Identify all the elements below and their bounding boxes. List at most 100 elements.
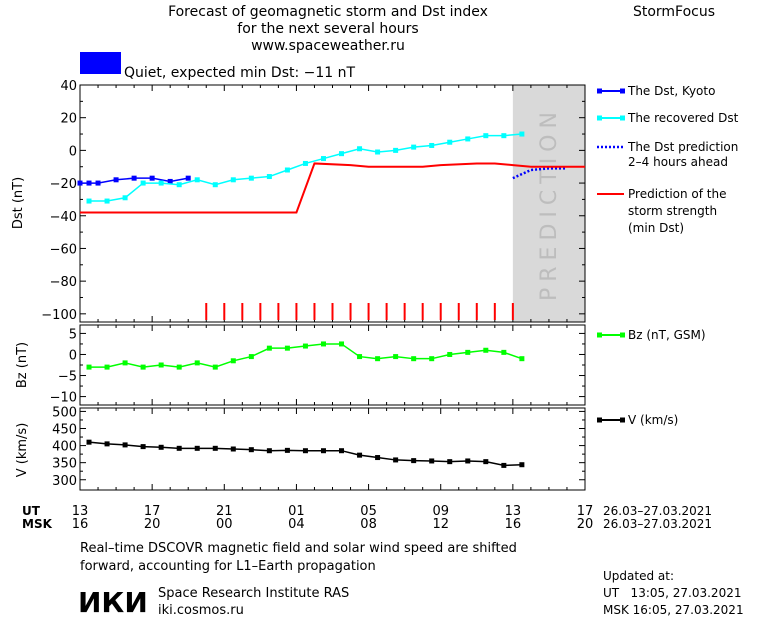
msk-tick-label: 16 <box>505 517 522 532</box>
legend-dst-kyoto: The Dst, Kyoto <box>597 84 715 98</box>
data-point <box>320 156 326 162</box>
y-tick-label: 400 <box>52 440 77 455</box>
y-tick-label: 0 <box>69 348 77 363</box>
data-point <box>77 180 83 186</box>
legend-dst-prediction: The Dst prediction 2–4 hours ahead <box>597 140 742 169</box>
dst-panel: PREDICTION 40 20 0 −20 −40 −60 −80 −100 Dst (nT) <box>11 79 586 323</box>
bz-panel: 5 0 −5 −10 Bz (nT) <box>15 324 586 406</box>
data-point <box>212 364 218 370</box>
data-point <box>429 356 435 362</box>
y-tick-label: 450 <box>52 423 77 438</box>
data-point <box>176 182 182 188</box>
data-point <box>230 358 236 364</box>
data-point <box>158 444 164 450</box>
msk-axis-label: MSK <box>22 517 53 531</box>
msk-tick-label: 04 <box>288 517 305 532</box>
data-point <box>248 354 254 360</box>
data-point <box>429 142 435 148</box>
ut-tick-label: 13 <box>72 504 89 519</box>
brand-name: StormFocus <box>633 4 715 20</box>
y-tick-label: 500 <box>52 405 77 420</box>
legend-recovered-dst: The recovered Dst <box>597 111 739 125</box>
data-point <box>149 175 155 181</box>
data-point <box>266 345 272 351</box>
data-point <box>465 136 471 142</box>
data-point <box>447 351 453 357</box>
data-point <box>248 175 254 181</box>
data-point <box>122 195 128 201</box>
data-point <box>86 180 92 186</box>
data-point <box>447 139 453 145</box>
plot-frame <box>79 407 586 491</box>
legend-recovered-dst-label: The recovered Dst <box>627 111 739 125</box>
data-point <box>375 356 381 362</box>
status-text: Quiet, expected min Dst: −11 nT <box>124 65 356 81</box>
data-point <box>447 459 453 465</box>
ut-tick-label: 17 <box>577 504 594 519</box>
data-point <box>302 343 308 349</box>
footer-note-line1: Real–time DSCOVR magnetic field and sola… <box>80 541 517 556</box>
data-point <box>519 356 525 362</box>
date-range-msk: 26.03–27.03.2021 <box>603 517 712 531</box>
data-point <box>357 452 363 458</box>
prediction-label: PREDICTION <box>537 106 562 301</box>
data-point <box>194 177 200 183</box>
data-point <box>393 354 399 360</box>
dst-legend: The Dst, Kyoto The recovered Dst The Dst… <box>597 84 742 235</box>
data-point <box>339 341 345 347</box>
data-point <box>501 349 507 355</box>
data-point <box>176 364 182 370</box>
y-tick-label: −60 <box>50 242 77 257</box>
series-line <box>80 162 585 214</box>
data-point <box>501 133 507 139</box>
y-tick-label: −10 <box>50 391 77 406</box>
data-point <box>158 180 164 186</box>
data-point <box>320 341 326 347</box>
data-point <box>302 160 308 166</box>
data-point <box>375 455 381 461</box>
data-point <box>131 175 137 181</box>
y-axis-label: V (km/s) <box>15 423 30 478</box>
updated-label: Updated at: <box>603 569 674 583</box>
legend-bz: Bz (nT, GSM) <box>597 328 706 342</box>
data-point <box>284 167 290 173</box>
legend-storm-strength-label: Prediction of the storm strength (min Ds… <box>628 187 730 235</box>
plot-frame <box>79 84 586 323</box>
data-point <box>86 364 92 370</box>
y-tick-label: 5 <box>69 327 77 342</box>
data-point <box>167 178 173 184</box>
series-line <box>89 133 522 202</box>
legend-dst-prediction-label: The Dst prediction 2–4 hours ahead <box>627 140 742 169</box>
y-tick-label: 350 <box>52 457 77 472</box>
data-point <box>519 462 525 468</box>
institute-name: Space Research Institute RAS <box>158 586 349 601</box>
data-point <box>86 198 92 204</box>
data-point <box>176 445 182 451</box>
y-tick-label: −40 <box>50 210 77 225</box>
source-url[interactable]: www.spaceweather.ru <box>251 38 405 54</box>
data-point <box>393 457 399 463</box>
data-point <box>104 198 110 204</box>
data-point <box>122 442 128 448</box>
y-tick-label: 20 <box>60 112 77 127</box>
data-point <box>140 444 146 450</box>
updated-msk: MSK 16:05, 27.03.2021 <box>603 603 744 617</box>
data-point <box>212 182 218 188</box>
ut-tick-label: 21 <box>216 504 233 519</box>
series-line <box>512 167 567 180</box>
series-line <box>88 441 522 467</box>
y-tick-label: −5 <box>58 370 77 385</box>
data-point <box>411 458 417 464</box>
institute-site[interactable]: iki.cosmos.ru <box>158 603 244 618</box>
y-axis-label: Dst (nT) <box>11 177 26 229</box>
data-point <box>212 445 218 451</box>
data-point <box>465 349 471 355</box>
data-point <box>185 175 191 181</box>
chart-title-line2: for the next several hours <box>237 21 418 37</box>
data-point <box>357 146 363 152</box>
y-axis-label: Bz (nT) <box>15 342 30 388</box>
y-tick-label: 0 <box>69 144 77 159</box>
data-point <box>411 356 417 362</box>
data-point <box>519 131 525 137</box>
data-point <box>104 364 110 370</box>
